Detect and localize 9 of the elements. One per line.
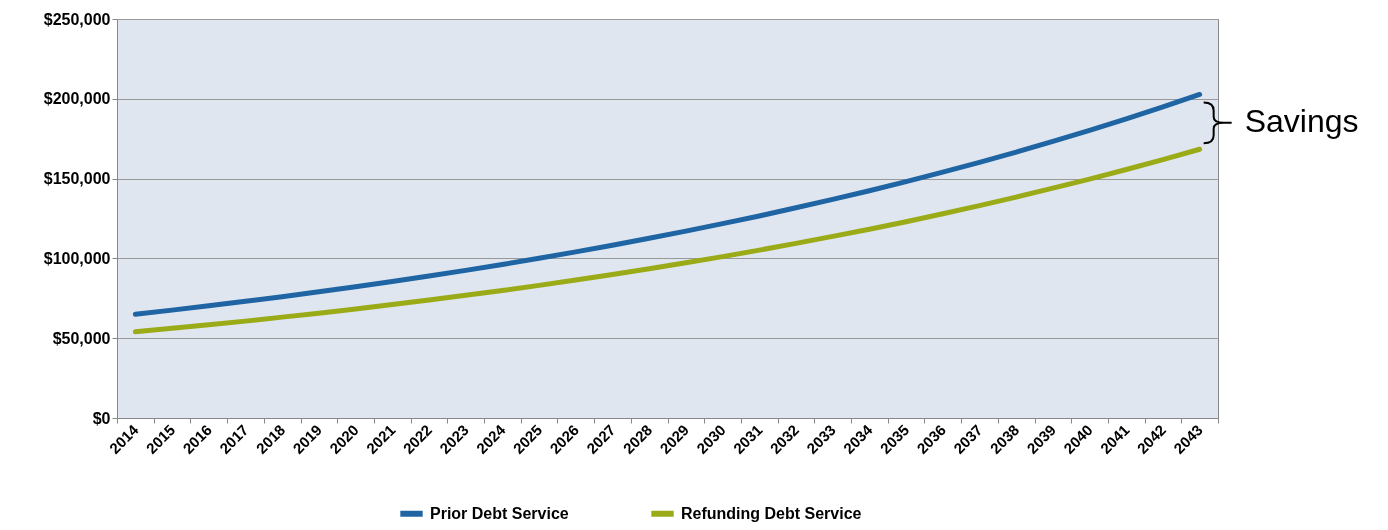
text: Savings <box>1244 102 1359 139</box>
legend-label: Prior Debt Service <box>430 504 569 522</box>
y-tick-label: $200,000 <box>43 90 111 108</box>
y-tick-label: $100,000 <box>43 249 111 267</box>
y-tick-label: $0 <box>92 409 111 427</box>
y-tick-label: $50,000 <box>52 329 111 347</box>
y-tick-label: $250,000 <box>43 10 111 28</box>
legend-label: Refunding Debt Service <box>681 504 862 522</box>
y-tick-label: $150,000 <box>43 170 111 188</box>
